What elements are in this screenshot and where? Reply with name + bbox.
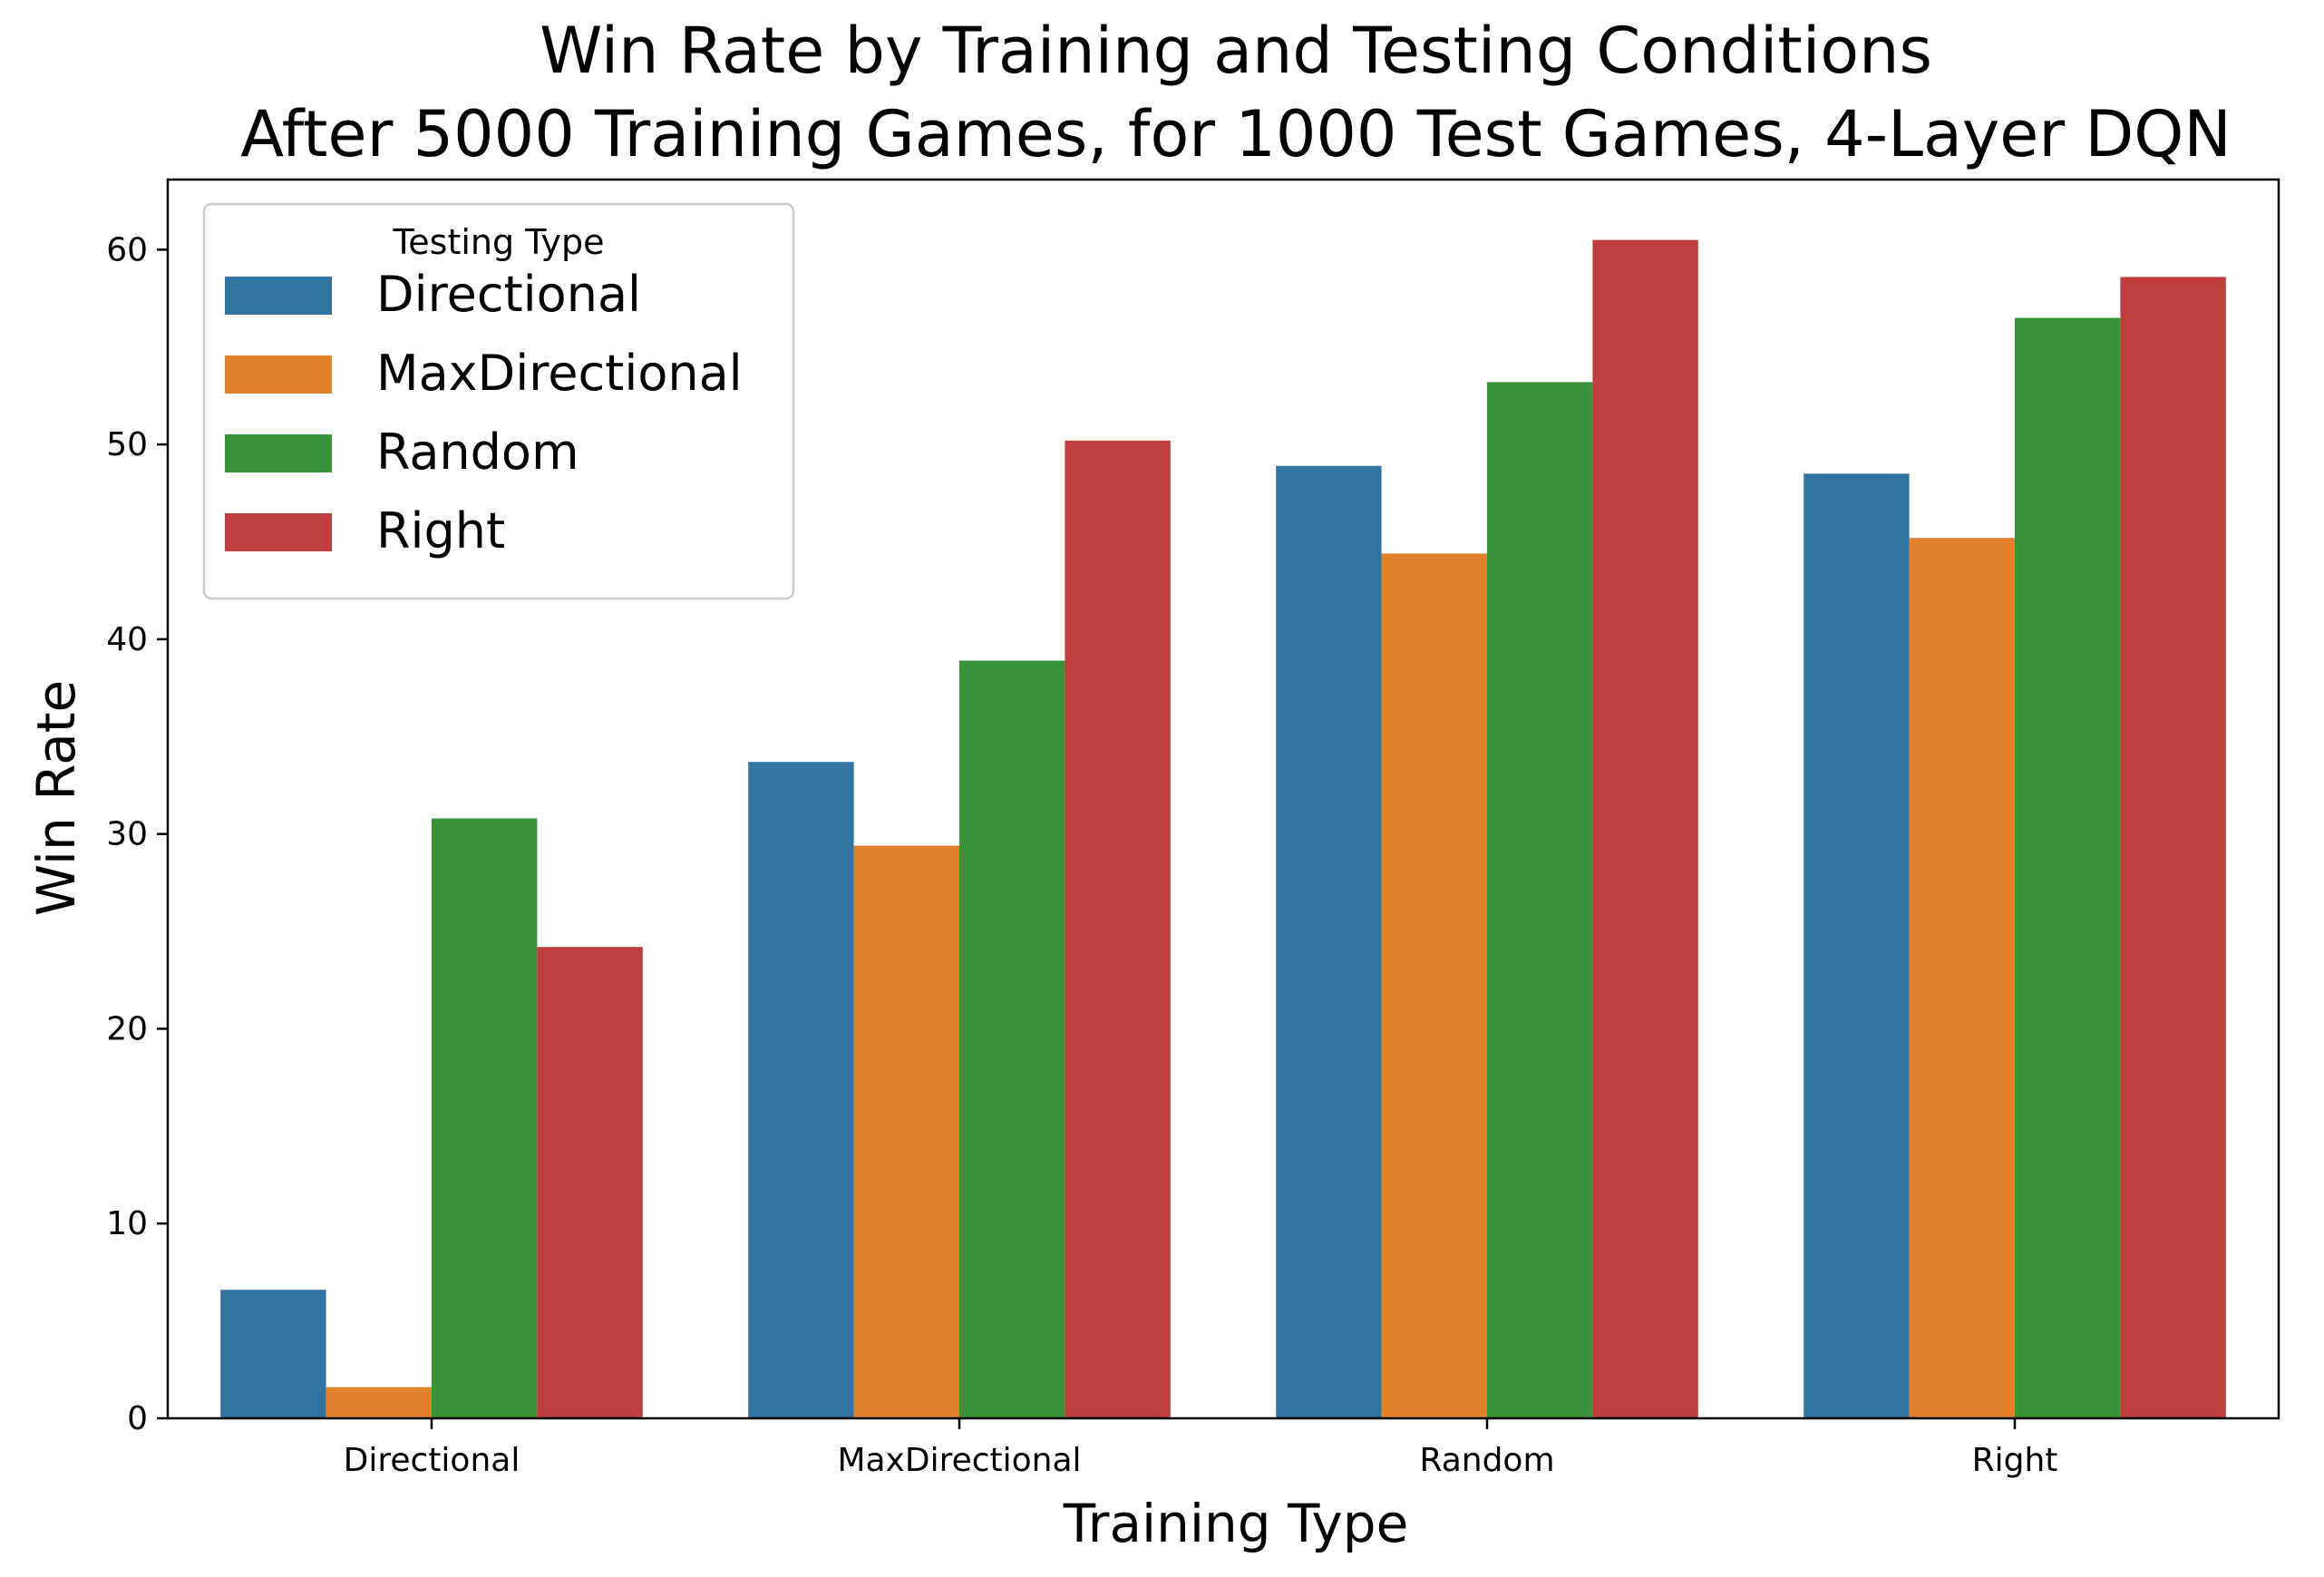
bar-random-right [1592, 239, 1698, 1419]
legend-label-random: Random [376, 423, 579, 481]
legend: Testing Type Directional MaxDirectional Ra… [202, 202, 795, 600]
y-axis-label: Win Rate [25, 680, 87, 916]
y-axis: 0 10 20 30 40 50 60 [106, 231, 168, 1437]
bar-maxdirectional-maxdirectional [853, 845, 959, 1418]
legend-title: Testing Type [393, 222, 605, 262]
y-tick-label: 50 [106, 426, 148, 463]
chart-title-line1: Win Rate by Training and Testing Conditi… [540, 14, 1932, 88]
y-tick-label: 10 [106, 1205, 148, 1242]
x-tick-label-directional: Directional [344, 1442, 520, 1479]
chart-title-line2: After 5000 Training Games, for 1000 Test… [240, 97, 2232, 171]
bar-directional-directional [220, 1290, 326, 1418]
legend-swatch-directional [225, 277, 332, 315]
x-axis: Directional MaxDirectional Random Right [344, 1418, 2058, 1479]
bar-directional-random [432, 818, 538, 1418]
bar-random-maxdirectional [1381, 553, 1487, 1418]
bar-right-directional [1804, 473, 1910, 1418]
bar-maxdirectional-directional [748, 762, 854, 1418]
x-tick-label-random: Random [1419, 1442, 1554, 1479]
y-tick-label: 30 [106, 816, 148, 853]
bar-random-random [1487, 382, 1593, 1418]
legend-items: Directional MaxDirectional Random Right [225, 266, 743, 560]
x-tick-label-maxdirectional: MaxDirectional [837, 1442, 1081, 1479]
bar-random-directional [1276, 465, 1382, 1418]
legend-box [202, 202, 795, 600]
y-tick-label: 60 [106, 231, 148, 268]
bar-maxdirectional-random [959, 660, 1065, 1418]
bar-maxdirectional-right [1065, 440, 1171, 1418]
legend-label-maxdirectional: MaxDirectional [376, 345, 743, 402]
plot-frame [166, 178, 2280, 1420]
bars-layer [220, 239, 2226, 1419]
x-tick-label-right: Right [1972, 1442, 2058, 1479]
legend-swatch-maxdirectional [225, 355, 332, 394]
bar-right-random [2015, 317, 2121, 1418]
bar-right-maxdirectional [1909, 538, 2015, 1418]
y-tick-label: 20 [106, 1010, 148, 1047]
y-tick-label: 40 [106, 621, 148, 658]
legend-label-directional: Directional [376, 266, 641, 323]
legend-swatch-random [225, 434, 332, 472]
x-axis-label: Training Type [1063, 1493, 1409, 1554]
y-tick-label: 0 [127, 1400, 148, 1437]
bar-directional-right [537, 947, 643, 1418]
bar-right-right [2120, 277, 2226, 1418]
bar-directional-maxdirectional [326, 1387, 432, 1418]
legend-label-right: Right [376, 502, 505, 560]
legend-swatch-right [225, 513, 332, 551]
